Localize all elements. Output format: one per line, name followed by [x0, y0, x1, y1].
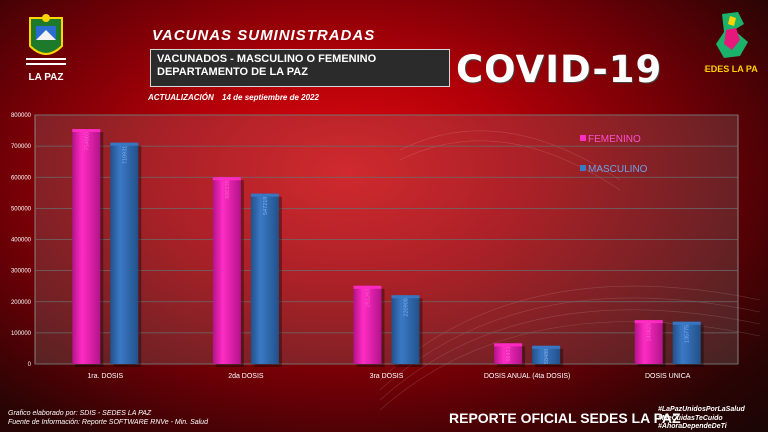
- covid-heading: COVID-19: [456, 48, 663, 91]
- bar: [532, 345, 561, 364]
- update-info: ACTUALIZACIÓN 14 de septiembre de 2022: [148, 93, 319, 102]
- footer-hashtags: #LaPazUnidosPorLaSalud #MeCuidasTeCuido …: [658, 406, 745, 432]
- y-tick-label: 800000: [11, 113, 32, 119]
- data-label: 251263: [366, 289, 372, 307]
- update-date: 14 de septiembre de 2022: [222, 93, 319, 102]
- bar: [72, 129, 101, 364]
- data-label: 600135: [225, 180, 231, 198]
- bar: [672, 321, 701, 364]
- footer-report: REPORTE OFICIAL SEDES LA PAZ: [449, 410, 681, 426]
- hashtag-1: #LaPazUnidosPorLaSalud: [658, 406, 745, 413]
- x-tick-label: DOSIS ANUAL (4ta DOSIS): [484, 373, 571, 380]
- legend-label: FEMENINO: [588, 134, 641, 145]
- bar: [494, 343, 523, 364]
- legend-swatch: [580, 135, 586, 141]
- bar-top: [532, 345, 561, 349]
- bar-top: [391, 295, 420, 299]
- y-tick-label: 600000: [11, 175, 32, 181]
- data-label: 58488: [544, 349, 550, 364]
- hashtag-2: #MeCuidasTeCuido: [658, 414, 723, 422]
- data-label: 140823: [647, 323, 653, 341]
- bar-top: [72, 129, 101, 133]
- bar: [110, 142, 139, 364]
- data-label: 135775: [685, 325, 691, 343]
- bar-top: [110, 142, 139, 146]
- footer-credits: Grafico elaborado por: SDIS - SEDES LA P…: [8, 409, 208, 427]
- bar-top: [353, 285, 382, 289]
- bar: [391, 295, 420, 364]
- gobernacion-logo: LA PAZ: [26, 14, 66, 83]
- y-tick-label: 100000: [11, 331, 32, 337]
- data-label: 754863: [84, 132, 90, 150]
- bar: [250, 193, 279, 364]
- update-label: ACTUALIZACIÓN: [148, 93, 214, 102]
- x-tick-label: 3ra DOSIS: [370, 373, 404, 380]
- x-tick-label: 2da DOSIS: [228, 373, 264, 380]
- bar-chart: 0 100000 200000 300000 400000 500000 600000 700…: [11, 113, 739, 380]
- x-tick-label: DOSIS UNICA: [645, 373, 691, 380]
- y-tick-label: 0: [28, 362, 32, 368]
- footer-credit: Grafico elaborado por: SDIS - SEDES LA P…: [8, 410, 152, 417]
- page-title: VACUNAS SUMINISTRADAS: [152, 27, 376, 44]
- bar-top: [494, 343, 523, 347]
- footer-source: Fuente de Información: Reporte SOFTWARE …: [8, 419, 208, 426]
- logo-left-text: LA PAZ: [29, 72, 64, 83]
- bar: [353, 285, 382, 364]
- data-label: 710931: [122, 146, 128, 164]
- data-label: 66431: [506, 346, 512, 361]
- bar-top: [672, 321, 701, 325]
- bar-top: [634, 320, 663, 324]
- y-tick-label: 500000: [11, 206, 32, 212]
- data-label: 547219: [263, 197, 269, 215]
- subtitle-line2: DEPARTAMENTO DE LA PAZ: [157, 66, 308, 78]
- y-tick-label: 300000: [11, 269, 32, 275]
- legend-swatch: [580, 165, 586, 171]
- bar: [212, 177, 241, 364]
- y-tick-label: 700000: [11, 144, 32, 150]
- data-label: 220908: [404, 298, 410, 316]
- bar-top: [212, 177, 241, 181]
- bar-top: [250, 193, 279, 197]
- logo-right-text: SEDES LA PAZ: [704, 64, 758, 74]
- y-tick-label: 400000: [11, 238, 32, 244]
- bar: [634, 320, 663, 364]
- sedes-logo: SEDES LA PAZ: [704, 12, 758, 74]
- subtitle-box: VACUNADOS - MASCULINO O FEMENINO DEPARTA…: [150, 49, 450, 87]
- x-tick-label: 1ra. DOSIS: [87, 373, 123, 380]
- legend-label: MASCULINO: [588, 164, 648, 175]
- y-tick-label: 200000: [11, 300, 32, 306]
- hashtag-3: #AhoraDependeDeTi: [658, 423, 727, 430]
- subtitle-line1: VACUNADOS - MASCULINO O FEMENINO: [157, 53, 377, 65]
